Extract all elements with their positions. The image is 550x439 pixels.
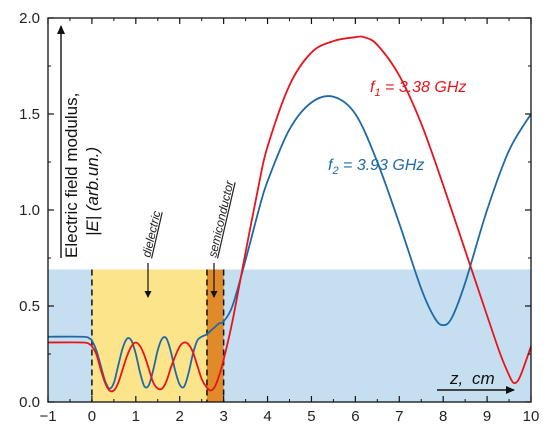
x-tick-label: 4 — [263, 408, 271, 425]
y-tick-label: 1.0 — [19, 202, 40, 219]
region-semiconductor — [206, 269, 224, 402]
y-axis-title: Electric field modulus, |E| (arb.un.) — [57, 25, 102, 258]
x-tick-label: 0 — [88, 408, 96, 425]
x-tick-label: 6 — [351, 408, 359, 425]
series-lines — [48, 35, 531, 393]
y-tick-label: 1.5 — [19, 106, 40, 123]
x-tick-label: 7 — [395, 408, 403, 425]
x-ticks: −1 0 1 2 3 4 5 6 7 8 9 10 — [39, 18, 539, 425]
series-line-f1 — [48, 35, 531, 393]
x-tick-label: 10 — [523, 408, 540, 425]
y-axis-label-symbol: |E| — [83, 216, 102, 236]
series-label-f2: f2 = 3.93 GHz — [328, 157, 424, 177]
x-tick-label: 3 — [219, 408, 227, 425]
dielectric-label: dielectric — [139, 209, 163, 258]
x-tick-label: 2 — [176, 408, 184, 425]
y-tick-label: 0.5 — [19, 298, 40, 315]
y-tick-label: 0.0 — [19, 394, 40, 411]
svg-text:z, cm: z, cm — [449, 369, 495, 388]
y-tick-label: 2.0 — [19, 10, 40, 27]
semiconductor-label: semiconductor — [205, 179, 236, 259]
x-axis-unit: cm — [472, 369, 495, 388]
x-tick-label: 5 — [307, 408, 315, 425]
y-axis-label-line1: Electric field modulus, — [62, 93, 81, 258]
y-ticks: 0.0 0.5 1.0 1.5 2.0 — [19, 10, 531, 411]
boundary-lines — [91, 269, 225, 402]
x-tick-label: 9 — [483, 408, 491, 425]
x-tick-label: 1 — [132, 408, 140, 425]
series-line-f2 — [48, 95, 531, 390]
x-axis-symbol: z, — [449, 369, 463, 388]
x-tick-label: 8 — [439, 408, 447, 425]
y-axis-label-line2: |E| (arb.un.) — [83, 147, 102, 236]
x-tick-label: −1 — [39, 408, 56, 425]
series-label-f1: f1 = 3.38 GHz — [370, 79, 466, 99]
shaded-regions — [48, 269, 531, 402]
x-axis-title: z, cm — [437, 369, 515, 394]
y-axis-label-unit: (arb.un.) — [83, 147, 102, 216]
